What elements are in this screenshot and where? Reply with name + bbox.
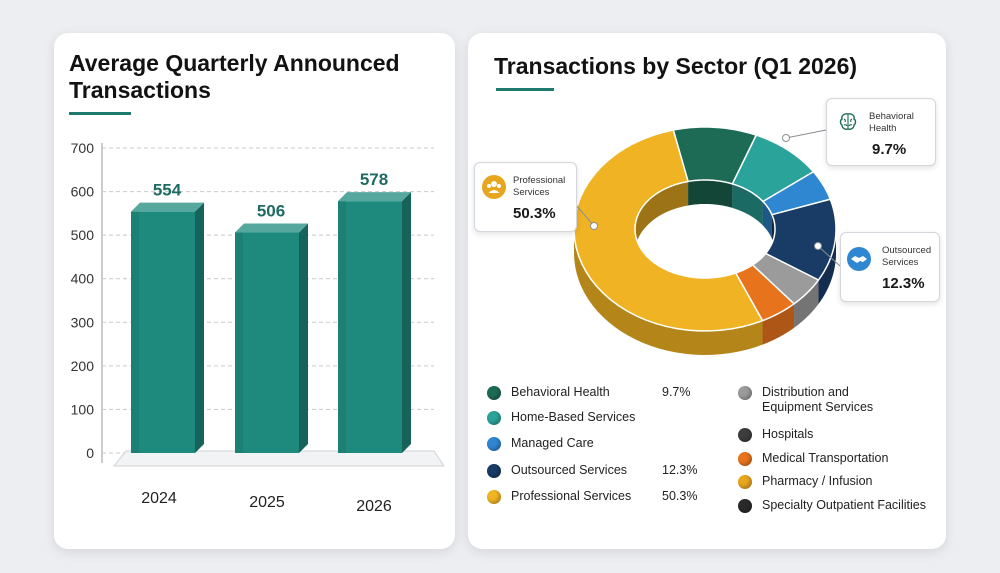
bar-2025 (235, 223, 308, 453)
leader-dot-outsourced_services (814, 242, 822, 250)
donut-chart (573, 126, 841, 355)
legend-item-medical-transportation: Medical Transportation (738, 451, 938, 467)
callout-professional-value: 50.3% (513, 205, 556, 222)
legend-value: 12.3% (662, 463, 698, 477)
legend-item-professional-services: Professional Services 50.3% (487, 489, 697, 505)
callout-outsourced-label-1: Outsourced (882, 245, 932, 256)
y-tick-label: 400 (71, 271, 95, 287)
donut-inner-professional (635, 181, 689, 253)
legend-item-outsourced-services: Outsourced Services 12.3% (487, 463, 697, 479)
legend-item-home-based-services: Home-Based Services (487, 410, 697, 426)
leader-line-behavioral_health (785, 129, 827, 139)
legend-item-pharmacy-infusion: Pharmacy / Infusion (738, 474, 938, 490)
legend-dot (487, 386, 501, 400)
legend-item-hospitals: Hospitals (738, 427, 938, 443)
legend-label: Home-Based Services (511, 410, 636, 424)
legend-item-specialty-outpatient: Specialty Outpatient Facilities (738, 498, 938, 514)
leader-line-professional_services (574, 203, 595, 227)
y-tick-label: 300 (71, 314, 95, 330)
callout-outsourced-value: 12.3% (882, 275, 925, 292)
legend-label: Hospitals (762, 427, 814, 441)
callout-behavioral-value: 9.7% (872, 141, 907, 158)
y-tick-label: 500 (71, 227, 95, 243)
callout-outsourced-services: Outsourced Services 12.3% (840, 232, 940, 302)
bar-chart: 0 100 200 300 400 500 600 700 554 2024 506 2025 578 2… (71, 140, 445, 515)
leader-dot-professional_services (590, 222, 598, 230)
handshake-icon (847, 247, 871, 271)
legend-label: Managed Care (511, 436, 594, 450)
legend-item-managed-care: Managed Care (487, 436, 697, 452)
legend-dot (487, 411, 501, 425)
brain-icon (835, 109, 861, 135)
x-tick-label: 2026 (356, 498, 392, 515)
donut-chart-title: Transactions by Sector (Q1 2026) (494, 53, 858, 79)
callout-professional-services: Professional Services 50.3% (474, 162, 577, 232)
legend-item-behavioral-health: Behavioral Health 9.7% (487, 385, 697, 401)
donut-wall-professional (574, 229, 763, 355)
callout-professional-label-1: Professional (513, 175, 566, 186)
donut-inner-behavioral (688, 180, 733, 208)
y-tick-label: 100 (71, 401, 95, 417)
bar-chart-title: Average Quarterly Announced Transactions (69, 50, 400, 103)
legend-label: Pharmacy / Infusion (762, 474, 873, 488)
leader-dot-behavioral_health (782, 134, 790, 142)
legend-dot (738, 499, 752, 513)
donut-chart-card: Transactions by Sector (Q1 2026) Profess… (468, 33, 946, 549)
legend-value: 50.3% (662, 489, 698, 503)
legend-value: 9.7% (662, 385, 691, 399)
donut-inner-home (732, 183, 763, 226)
leader-line-outsourced_services (817, 245, 841, 267)
legend-label: Medical Transportation (762, 451, 889, 465)
y-tick-label: 200 (71, 358, 95, 374)
callout-professional-label-2: Services (513, 187, 550, 198)
legend-label: Outsourced Services (511, 463, 628, 477)
bar-value-label: 578 (360, 170, 388, 189)
legend-label-line2: Equipment Services (762, 400, 874, 414)
chart-floor (112, 450, 445, 467)
legend-dot (487, 490, 501, 504)
donut-slices (573, 126, 837, 332)
legend-dot (487, 464, 501, 478)
slice-professional (573, 129, 764, 332)
bar-2024 (131, 202, 204, 453)
bar-value-label: 506 (257, 202, 285, 221)
legend-label-line1: Distribution and (762, 385, 849, 399)
donut-wall-distribution (794, 279, 819, 328)
y-tick-label: 600 (71, 184, 95, 200)
donut-wall-medical (762, 303, 795, 345)
callout-outsourced-label-2: Services (882, 257, 919, 268)
callout-behavioral-health: Behavioral Health 9.7% (826, 98, 936, 166)
legend-label: Behavioral Health (511, 385, 610, 399)
legend-dot (738, 386, 752, 400)
y-tick-label: 0 (86, 445, 94, 461)
legend-dot (487, 437, 501, 451)
legend-label: Professional Services (511, 489, 632, 503)
x-tick-label: 2025 (249, 494, 285, 511)
bar-title-underline (69, 112, 131, 115)
legend-item-distribution-equipment: Distribution and Equipment Services (738, 385, 938, 417)
callout-behavioral-label-1: Behavioral (869, 111, 914, 122)
bar-2026 (338, 192, 411, 453)
people-icon (482, 175, 506, 199)
y-tick-label: 700 (71, 140, 95, 156)
bar-value-label: 554 (153, 181, 182, 200)
legend-label: Distribution and Equipment Services (762, 385, 873, 415)
x-tick-label: 2024 (141, 490, 177, 507)
legend-dot (738, 475, 752, 489)
bar-chart-card: Average Quarterly Announced Transactions… (54, 33, 455, 549)
callout-behavioral-label-2: Health (869, 123, 897, 134)
legend-dot (738, 428, 752, 442)
legend-label: Specialty Outpatient Facilities (762, 498, 926, 512)
legend-dot (738, 452, 752, 466)
donut-title-underline (496, 88, 554, 91)
